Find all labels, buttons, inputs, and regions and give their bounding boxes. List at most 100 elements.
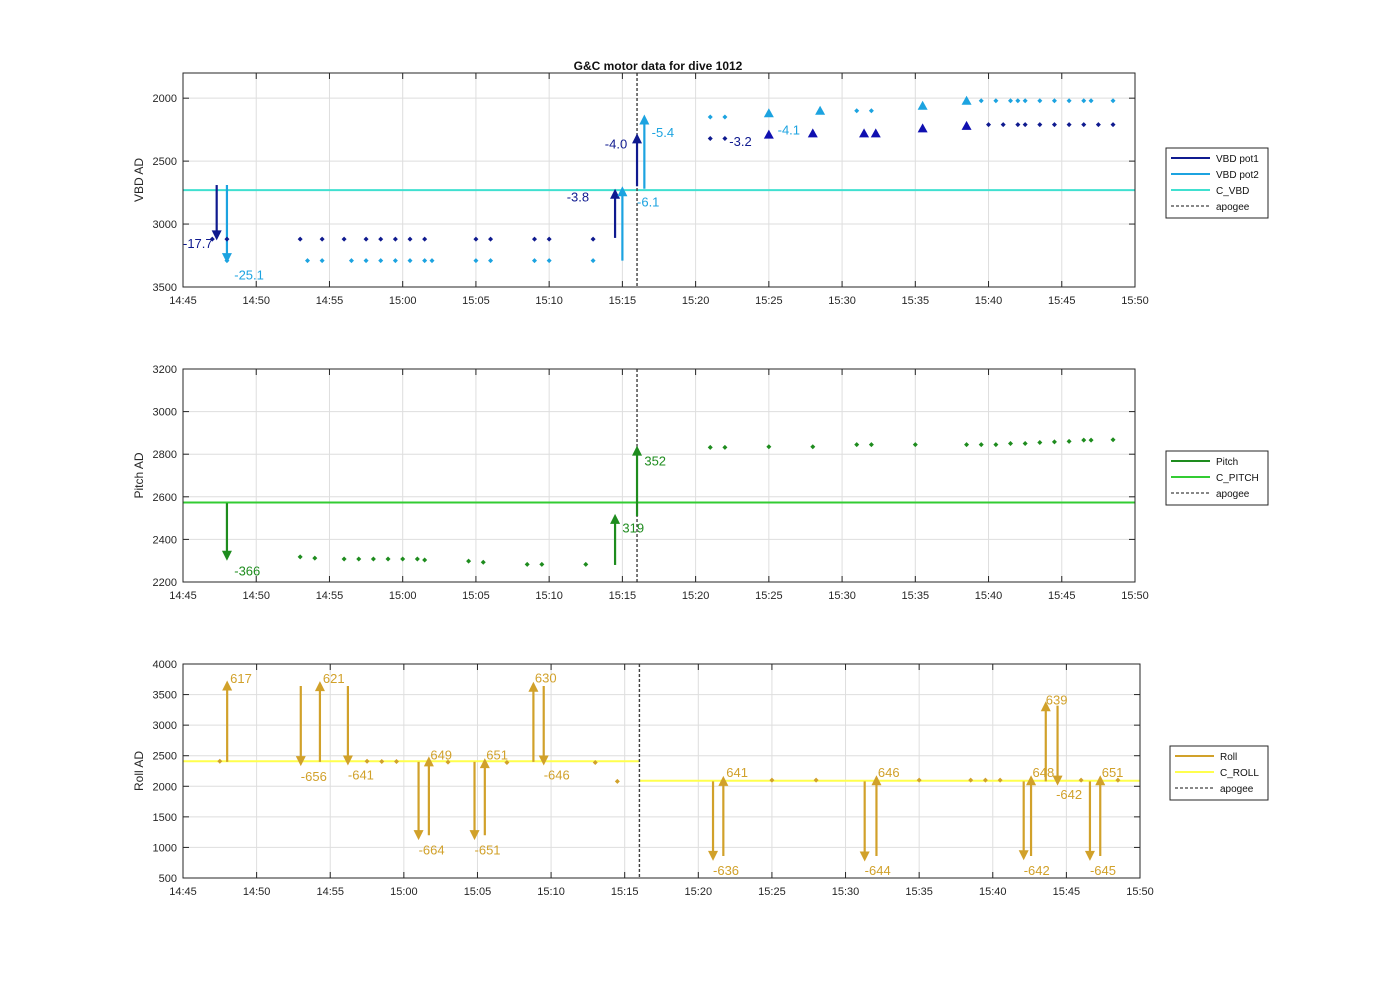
y-axis-label: Pitch AD — [132, 452, 146, 498]
data-point — [319, 258, 325, 264]
data-point — [614, 778, 620, 784]
data-point — [961, 95, 972, 105]
x-tick-label: 15:20 — [682, 295, 710, 307]
arrow-label: -3.8 — [567, 189, 589, 204]
data-point — [341, 556, 347, 562]
arrow-head — [610, 513, 621, 524]
data-point — [978, 98, 984, 104]
plot-area — [183, 664, 1140, 878]
x-tick-label: 15:40 — [975, 590, 1003, 602]
x-tick-label: 15:00 — [390, 886, 418, 898]
arrow-head — [413, 830, 424, 841]
data-point — [763, 129, 774, 139]
x-tick-label: 15:20 — [685, 886, 713, 898]
data-point — [224, 236, 230, 242]
data-point — [1081, 122, 1087, 128]
x-tick-label: 15:35 — [902, 295, 930, 307]
x-tick-label: 15:25 — [758, 886, 786, 898]
data-point — [473, 258, 479, 264]
data-point — [363, 258, 369, 264]
y-tick-label: 2500 — [153, 156, 177, 168]
y-tick-label: 2800 — [153, 449, 177, 461]
x-tick-label: 14:45 — [169, 886, 197, 898]
data-point — [917, 100, 928, 110]
x-tick-label: 14:55 — [316, 295, 344, 307]
y-tick-label: 2000 — [153, 93, 177, 105]
x-tick-label: 14:55 — [316, 590, 344, 602]
data-point — [356, 556, 362, 562]
legend-label: C_ROLL — [1220, 768, 1259, 779]
arrow-head — [342, 755, 353, 766]
legend-label: C_VBD — [1216, 186, 1249, 197]
data-point — [722, 444, 728, 450]
data-point — [868, 108, 874, 114]
data-point — [393, 759, 399, 765]
data-point — [978, 442, 984, 448]
data-point — [209, 236, 215, 242]
arrow-label: 352 — [644, 454, 666, 469]
arrow-label: -651 — [475, 842, 501, 857]
arrow-label: 639 — [1046, 692, 1068, 707]
x-tick-label: 15:40 — [979, 886, 1007, 898]
x-tick-label: 15:50 — [1121, 295, 1149, 307]
data-point — [1037, 122, 1043, 128]
arrow-head — [871, 775, 882, 786]
data-point — [707, 135, 713, 141]
data-point — [912, 442, 918, 448]
arrow-head — [222, 680, 233, 691]
x-tick-label: 15:05 — [462, 295, 490, 307]
x-tick-label: 15:10 — [535, 295, 563, 307]
data-label: -4.1 — [778, 123, 800, 138]
data-point — [524, 561, 530, 567]
arrow-head — [1052, 775, 1063, 786]
figure-title: G&C motor data for dive 1012 — [574, 59, 743, 73]
data-point — [590, 258, 596, 264]
data-point — [341, 236, 347, 242]
data-point — [854, 442, 860, 448]
arrow-label: -366 — [234, 563, 260, 578]
data-point — [370, 556, 376, 562]
legend-label: Roll — [1220, 752, 1237, 763]
x-tick-label: 15:10 — [535, 590, 563, 602]
y-tick-label: 2200 — [153, 577, 177, 589]
data-point — [297, 236, 303, 242]
plot-frame — [182, 663, 1141, 879]
chart-panel-1: -17.7 -25.1 -3.8 -6.1 -4.0 -5.4 -3.2 -4.1 14:45 1… — [132, 72, 1269, 307]
data-point — [766, 444, 772, 450]
arrow-head — [314, 681, 325, 692]
x-tick-label: 15:00 — [389, 295, 417, 307]
data-point — [312, 555, 318, 561]
data-point — [539, 561, 545, 567]
data-point — [1066, 122, 1072, 128]
y-tick-label: 3500 — [153, 690, 177, 702]
y-axis-label: Roll AD — [132, 751, 146, 791]
data-point — [590, 236, 596, 242]
arrow-label: -641 — [348, 768, 374, 783]
x-tick-label: 15:45 — [1048, 295, 1076, 307]
arrow-head — [423, 756, 434, 767]
data-point — [997, 777, 1003, 783]
data-point — [466, 558, 472, 564]
arrow-label: -664 — [419, 842, 445, 857]
data-point — [1051, 122, 1057, 128]
data-point — [1110, 98, 1116, 104]
data-point — [1037, 98, 1043, 104]
x-tick-label: 15:05 — [464, 886, 492, 898]
x-tick-label: 14:50 — [242, 295, 270, 307]
y-tick-label: 3000 — [153, 219, 177, 231]
x-tick-label: 15:50 — [1126, 886, 1154, 898]
legend-label: apogee — [1216, 202, 1250, 213]
arrow-head — [528, 681, 539, 692]
arrow-head — [859, 851, 870, 862]
data-point — [422, 557, 428, 563]
arrow-label: -4.0 — [605, 136, 627, 151]
x-tick-label: 15:40 — [975, 295, 1003, 307]
arrow-head — [632, 445, 643, 456]
arrow-head — [295, 756, 306, 767]
arrow-head — [708, 850, 719, 861]
arrow-label: 621 — [323, 671, 345, 686]
arrow-label: -646 — [544, 768, 570, 783]
x-tick-label: 15:35 — [905, 886, 933, 898]
data-point — [445, 759, 451, 765]
arrow-label: -6.1 — [637, 194, 659, 209]
